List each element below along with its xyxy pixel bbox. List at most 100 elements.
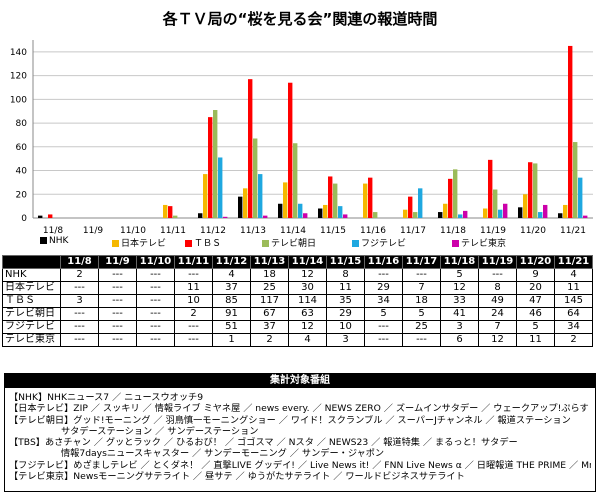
- table-cell: ---: [364, 320, 403, 334]
- bar-テレビ東京: [543, 204, 548, 218]
- bar-日本テレビ: [283, 182, 288, 218]
- program-line: 情報7daysニュースキャスター ／ サンデーモーニング ／ サンデー・ジャポン: [61, 448, 385, 460]
- table-cell: 24: [478, 307, 517, 321]
- table-cell: 33: [440, 294, 479, 308]
- legend-item: 日本テレビ: [112, 236, 166, 249]
- table-header-cell: 11/16: [364, 255, 403, 269]
- table-cell: 7: [478, 320, 517, 334]
- bar-テレビ朝日: [173, 215, 178, 218]
- bar-ＴＢＳ: [168, 206, 173, 218]
- bar-ＴＢＳ: [48, 214, 53, 218]
- table-cell: ---: [174, 320, 213, 334]
- bar-フジテレビ: [418, 188, 423, 218]
- bar-テレビ朝日: [333, 183, 338, 218]
- legend-item: フジテレビ: [352, 236, 406, 249]
- y-tick-label: 140: [10, 48, 27, 58]
- x-tick-label: 11/21: [560, 226, 586, 236]
- table-cell: 20: [516, 281, 555, 295]
- table-cell: ---: [364, 333, 403, 347]
- legend-item: NHK: [40, 236, 68, 246]
- bar-NHK: [318, 208, 323, 218]
- table-cell: ---: [60, 320, 99, 334]
- table-cell: 46: [516, 307, 555, 321]
- bar-日本テレビ: [323, 204, 328, 218]
- bar-フジテレビ: [338, 206, 343, 218]
- row-label: 日本テレビ: [2, 281, 61, 295]
- table-cell: 6: [440, 333, 479, 347]
- bar-日本テレビ: [243, 188, 248, 218]
- bar-フジテレビ: [258, 174, 263, 218]
- table-cell: 145: [554, 294, 593, 308]
- bar-テレビ朝日: [453, 169, 458, 218]
- table-cell: ---: [364, 268, 403, 282]
- x-tick-label: 11/11: [160, 226, 186, 236]
- table-cell: 11: [554, 281, 593, 295]
- bar-テレビ朝日: [573, 142, 578, 218]
- table-header-cell: 11/12: [212, 255, 251, 269]
- table-cell: 2: [60, 268, 99, 282]
- bar-ＴＢＳ: [368, 177, 373, 218]
- table-cell: 1: [212, 333, 251, 347]
- program-line: サタデーステーション ／ サンデーステーション: [61, 425, 259, 437]
- bar-日本テレビ: [203, 174, 208, 218]
- table-cell: ---: [60, 307, 99, 321]
- table-cell: 117: [250, 294, 289, 308]
- bar-chart: 0 20 40 60 80 100 120 140 11/8 11/9 11/10 11/11 11/1…: [10, 40, 593, 236]
- table-cell: ---: [402, 333, 441, 347]
- bar-日本テレビ: [483, 208, 488, 218]
- legend-label: ＴＢＳ: [194, 239, 222, 249]
- legend-label: フジテレビ: [361, 239, 407, 249]
- bar-テレビ東京: [463, 210, 468, 218]
- bar-日本テレビ: [523, 194, 528, 218]
- table-cell: 49: [478, 294, 517, 308]
- bar-テレビ東京: [223, 216, 228, 218]
- y-tick-label: 120: [10, 72, 27, 82]
- legend-item: テレビ朝日: [262, 236, 316, 249]
- bar-ＴＢＳ: [488, 159, 493, 218]
- table-cell: 5: [516, 320, 555, 334]
- table-cell: ---: [174, 333, 213, 347]
- table-cell: 25: [250, 281, 289, 295]
- table-cell: 2: [554, 333, 593, 347]
- table-cell: ---: [136, 281, 175, 295]
- x-tick-label: 11/20: [520, 226, 546, 236]
- bar-テレビ朝日: [373, 212, 378, 218]
- table-row: NHK 2 --- --- --- 4 18 12 8 --- --- 5 --- 9 4: [2, 268, 593, 282]
- bar-テレビ朝日: [253, 138, 258, 218]
- program-line: 【テレビ朝日】グッド!モーニング ／ 羽鳥慎一モーニングショー ／ ワイド！スク…: [9, 414, 571, 426]
- bar-テレビ東京: [263, 215, 268, 218]
- table-cell: ---: [136, 268, 175, 282]
- y-tick-label: 40: [16, 167, 28, 177]
- legend-swatch: [452, 240, 459, 247]
- table-cell: 37: [212, 281, 251, 295]
- table-cell: 2: [250, 333, 289, 347]
- table-cell: 7: [402, 281, 441, 295]
- table-cell: 29: [326, 307, 365, 321]
- bar-日本テレビ: [363, 183, 368, 218]
- bar-テレビ朝日: [213, 110, 218, 218]
- table-cell: ---: [98, 307, 137, 321]
- bar-テレビ東京: [303, 213, 308, 218]
- table-cell: ---: [136, 333, 175, 347]
- table-cell: 41: [440, 307, 479, 321]
- chart-title: 各ＴＶ局の“桜を見る会”関連の報道時間: [162, 10, 438, 28]
- table-cell: 10: [326, 320, 365, 334]
- table-cell: 12: [288, 268, 327, 282]
- bar-フジテレビ: [458, 214, 463, 218]
- y-tick-label: 0: [21, 214, 27, 224]
- bar-テレビ朝日: [413, 212, 418, 218]
- table-cell: ---: [98, 294, 137, 308]
- table-row: テレビ朝日 --- --- --- 2 91 67 63 29 5 5 41 24 46 64: [2, 307, 593, 321]
- table-cell: 91: [212, 307, 251, 321]
- table-row: 日本テレビ --- --- --- 11 37 25 30 11 29 7 12 8 20 11: [2, 281, 593, 295]
- program-line: 【日本テレビ】ZIP ／ スッキリ ／ 情報ライブ ミヤネ屋 ／ news ev…: [9, 403, 591, 415]
- bar-ＴＢＳ: [248, 79, 253, 218]
- bar-ＴＢＳ: [328, 176, 333, 218]
- table-cell: ---: [98, 268, 137, 282]
- legend-swatch: [112, 240, 119, 247]
- table-cell: 64: [554, 307, 593, 321]
- bar-テレビ朝日: [293, 143, 298, 218]
- table-cell: ---: [174, 268, 213, 282]
- table-cell: 3: [60, 294, 99, 308]
- programs-list: 【NHK】NHKニュース7 ／ ニュースウオッチ9 【日本テレビ】ZIP ／ スッ…: [5, 388, 595, 482]
